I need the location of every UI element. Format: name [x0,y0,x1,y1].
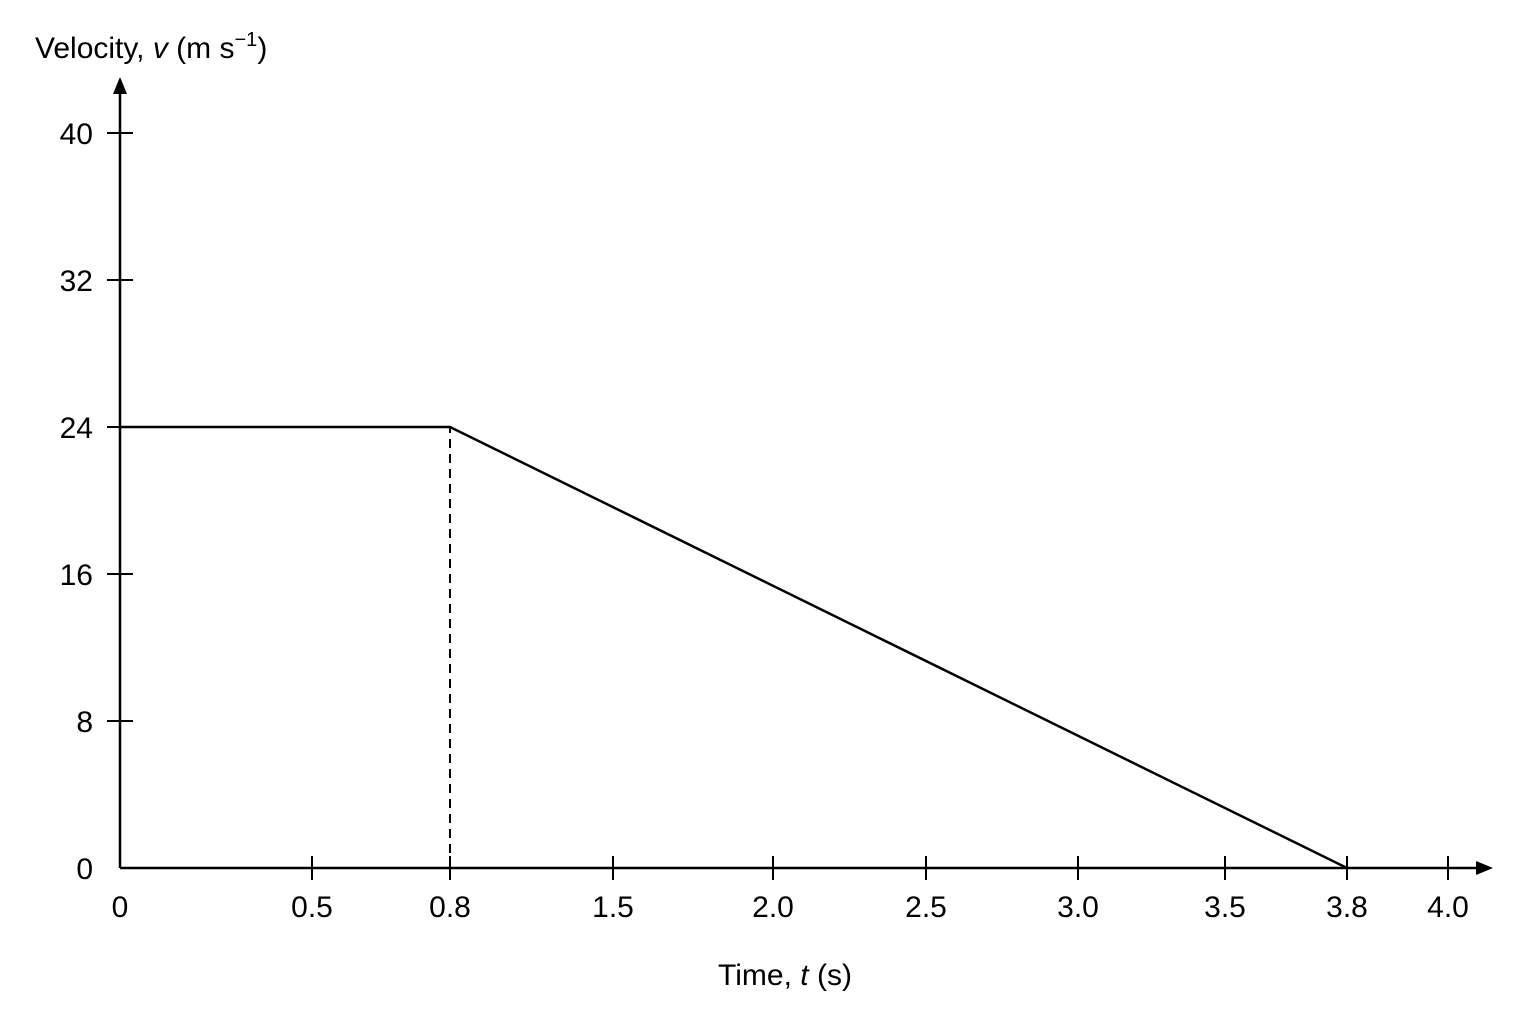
y-axis-ticks: 0 8 16 24 32 40 [60,118,133,886]
x-axis-title: Time, t (s) [718,959,852,992]
y-axis-title: Velocity, v (m s−1) [35,29,267,65]
y-axis-title-unit-sup: −1 [235,29,258,51]
x-tick-label: 0.5 [291,891,333,924]
x-tick-label: 3.8 [1326,891,1368,924]
y-tick-label: 8 [76,706,93,739]
x-tick-label: 2.5 [905,891,947,924]
x-tick-label: 3.0 [1057,891,1099,924]
x-axis-arrowhead [1476,861,1493,875]
series-group [120,425,1348,870]
y-tick-label: 40 [60,118,93,151]
y-axis-title-unit: (m s [168,32,235,65]
x-tick-label: 4.0 [1427,891,1469,924]
y-axis-arrowhead [113,77,127,94]
y-axis-title-unit-close: ) [257,32,267,65]
velocity-series-line [120,425,1348,870]
y-axis-title-symbol: v [153,32,170,65]
x-tick-label: 1.5 [592,891,634,924]
x-tick-label: 2.0 [752,891,794,924]
x-tick-label: 3.5 [1204,891,1246,924]
x-tick-label: 0.8 [429,891,471,924]
x-axis-title-prefix: Time, [718,959,800,992]
x-axis-title-symbol: t [800,959,810,992]
y-tick-label: 0 [76,853,93,886]
x-axis-ticks: 0 0.5 0.8 1.5 2.0 2.5 3.0 3.5 3.8 4.0 [112,856,1469,924]
y-tick-label: 24 [60,412,93,445]
y-tick-label: 16 [60,559,93,592]
x-tick-label: 0 [112,891,129,924]
x-axis-title-unit: (s) [809,959,852,992]
y-tick-label: 32 [60,265,93,298]
y-axis-title-prefix: Velocity, [35,32,153,65]
